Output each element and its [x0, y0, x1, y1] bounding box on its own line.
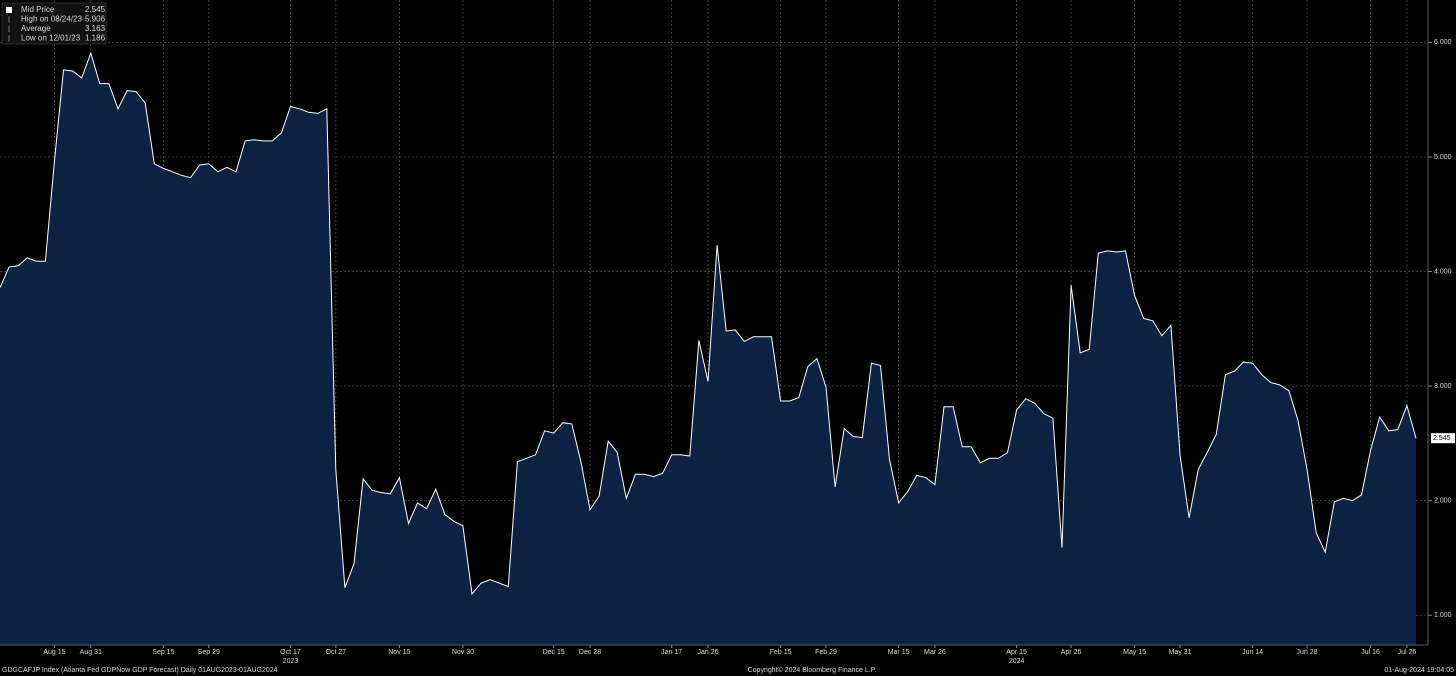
y-tick-label: 6.000: [1434, 39, 1452, 46]
x-tick-label: Nov 30: [452, 649, 474, 656]
legend-value: 1.186: [85, 34, 106, 43]
x-tick-label: Oct 17: [280, 649, 301, 656]
x-tick-label: Jun 28: [1297, 649, 1318, 656]
x-tick-label: Feb 29: [815, 649, 837, 656]
x-tick-label: Feb 15: [770, 649, 792, 656]
y-tick-label: 1.000: [1434, 612, 1452, 619]
legend-label: Low on 12/01/23: [21, 34, 81, 43]
x-year-label: 2023: [283, 658, 299, 665]
x-tick-label: Jul 26: [1398, 649, 1417, 656]
footer-left: GDGCAFJP Index (Atlanta Fed GDPNow GDP F…: [2, 667, 278, 674]
x-tick-label: Dec 28: [579, 649, 601, 656]
legend-box: [1, 2, 107, 45]
footer-center: Copyright© 2024 Bloomberg Finance L.P.: [748, 666, 877, 674]
x-tick-label: Aug 15: [43, 649, 65, 656]
x-tick-label: Jan 17: [661, 649, 682, 656]
x-tick-label: Apr 26: [1061, 649, 1082, 656]
area-fill: [0, 53, 1416, 645]
x-tick-label: Apr 15: [1006, 649, 1027, 656]
legend-swatch: [6, 7, 12, 13]
last-value-box: [1431, 433, 1455, 444]
x-tick-label: Jul 16: [1361, 649, 1380, 656]
y-tick-label: 2.000: [1434, 497, 1452, 504]
legend-label: Average: [21, 24, 51, 33]
legend-label: Mid Price: [21, 5, 55, 14]
x-tick-label: Jun 14: [1242, 649, 1263, 656]
last-value-label: 2.545: [1433, 435, 1451, 442]
legend-value: 2.545: [85, 5, 106, 14]
x-year-label: 2024: [1009, 658, 1025, 665]
x-tick-label: May 31: [1169, 649, 1192, 656]
footer-right: 01-Aug-2024 19:04:05: [1384, 667, 1454, 674]
x-tick-label: Mar 15: [888, 649, 910, 656]
plot-area: [0, 0, 1428, 645]
y-tick-label: 4.000: [1434, 268, 1452, 275]
legend-value: 5.906: [85, 15, 106, 24]
x-tick-label: Sep 15: [152, 649, 174, 656]
x-tick-label: May 15: [1123, 649, 1146, 656]
y-tick-label: 5.000: [1434, 154, 1452, 161]
x-tick-label: Dec 15: [543, 649, 565, 656]
legend-value: 3.163: [85, 24, 106, 33]
y-tick-label: 3.000: [1434, 383, 1452, 390]
x-tick-label: Oct 27: [326, 649, 347, 656]
x-tick-label: Sep 29: [198, 649, 220, 656]
price-line: [0, 51, 1417, 596]
x-tick-label: Jan 26: [697, 649, 718, 656]
x-tick-label: Aug 31: [80, 649, 102, 656]
legend-label: High on 08/24/23: [21, 15, 82, 24]
x-tick-label: Nov 15: [388, 649, 410, 656]
x-tick-label: Mar 26: [924, 649, 946, 656]
